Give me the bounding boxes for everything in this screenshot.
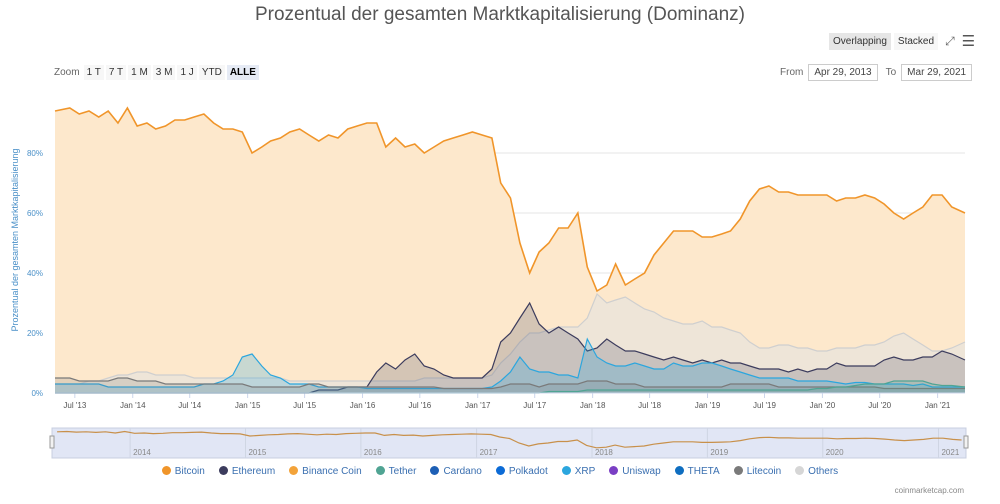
- x-tick-label: Jan '18: [580, 401, 606, 410]
- legend-marker: [609, 466, 619, 475]
- stacked-button[interactable]: Stacked: [893, 32, 939, 50]
- legend-item-polkadot[interactable]: Polkadot: [495, 466, 548, 477]
- legend-marker: [733, 466, 743, 475]
- y-tick-label: 0%: [31, 389, 43, 398]
- legend-marker: [375, 466, 385, 475]
- x-tick-label: Jul '16: [408, 401, 431, 410]
- legend-label: Tether: [388, 466, 417, 477]
- x-tick-label: Jul '14: [178, 401, 201, 410]
- legend-marker: [795, 466, 805, 475]
- legend-label: Polkadot: [508, 466, 548, 477]
- legend-label: Others: [808, 466, 839, 477]
- hamburger-menu-icon[interactable]: ☰: [961, 33, 976, 50]
- zoom-button-1m[interactable]: 1 M: [128, 65, 151, 80]
- area-others: [55, 294, 965, 393]
- x-tick-label: Jan '20: [810, 401, 836, 410]
- line-others[interactable]: [55, 292, 966, 385]
- legend-item-others[interactable]: Others: [795, 466, 838, 477]
- legend-marker: [218, 466, 228, 475]
- credit: coinmarketcap.com: [894, 486, 964, 495]
- area-litecoin: [55, 378, 965, 393]
- x-tick-label: Jan '21: [925, 401, 951, 410]
- navigator-year-label: 2017: [480, 448, 498, 457]
- legend-item-ethereum[interactable]: Ethereum: [218, 466, 276, 477]
- x-tick-label: Jan '17: [465, 401, 491, 410]
- legend-marker: [495, 466, 505, 475]
- navigator-year-label: 2015: [248, 448, 266, 457]
- zoom-button-alle[interactable]: ALLE: [226, 65, 259, 80]
- navigator-series: [57, 430, 962, 449]
- legend-item-theta[interactable]: THETA: [674, 466, 720, 477]
- y-tick-label: 80%: [27, 149, 43, 158]
- legend-marker: [161, 466, 171, 475]
- area-ethereum: [55, 303, 965, 393]
- chart-title: Prozentual der gesamten Marktkapitalisie…: [254, 4, 745, 25]
- legend-item-xrp[interactable]: XRP: [561, 466, 596, 477]
- y-tick-label: 40%: [27, 269, 43, 278]
- expand-icon[interactable]: ⤢: [945, 33, 955, 48]
- navigator-year-label: 2019: [710, 448, 728, 457]
- line-bitcoin[interactable]: [54, 106, 966, 293]
- x-tick-label: Jul '13: [63, 401, 86, 410]
- x-tick-label: Jan '16: [350, 401, 376, 410]
- line-litecoin[interactable]: [55, 377, 965, 390]
- x-tick-label: Jul '20: [868, 401, 891, 410]
- y-tick-label: 20%: [27, 329, 43, 338]
- legend-label: Uniswap: [622, 466, 661, 477]
- x-tick-label: Jan '14: [120, 401, 146, 410]
- legend-label: THETA: [687, 466, 720, 477]
- legend-marker: [674, 466, 684, 475]
- legend-item-uniswap[interactable]: Uniswap: [609, 466, 661, 477]
- zoom-button-ytd[interactable]: YTD: [198, 65, 225, 80]
- legend-label: Bitcoin: [174, 466, 205, 477]
- legend-label: XRP: [574, 466, 596, 477]
- x-tick-label: Jul '18: [638, 401, 661, 410]
- x-tick-label: Jan '19: [695, 401, 721, 410]
- x-tick-label: Jul '17: [523, 401, 546, 410]
- legend-label: Binance Coin: [302, 466, 362, 477]
- zoom-label: Zoom: [54, 67, 80, 78]
- legend-label: Litecoin: [746, 466, 782, 477]
- x-tick-label: Jul '19: [753, 401, 776, 410]
- legend-marker: [430, 466, 440, 475]
- legend-marker: [289, 466, 299, 475]
- legend-item-tether[interactable]: Tether: [375, 466, 417, 477]
- y-tick-label: 60%: [27, 209, 43, 218]
- legend-item-cardano[interactable]: Cardano: [430, 466, 482, 477]
- navigator-handle-right[interactable]: [963, 435, 969, 449]
- legend-label: Cardano: [443, 466, 482, 477]
- from-label: From: [780, 67, 804, 78]
- zoom-button-1t[interactable]: 1 T: [83, 65, 104, 80]
- navigator-handle-left[interactable]: [49, 435, 55, 449]
- legend-label: Ethereum: [231, 466, 276, 477]
- legend: Bitcoin Ethereum Binance Coin Tether Cardano…: [0, 466, 1000, 477]
- navigator-year-label: 2014: [133, 448, 151, 457]
- navigator-year-label: 2016: [364, 448, 382, 457]
- x-tick-label: Jul '15: [293, 401, 316, 410]
- zoom-button-1j[interactable]: 1 J: [177, 65, 197, 80]
- navigator-year-label: 2018: [595, 448, 613, 457]
- x-tick-label: Jan '15: [235, 401, 261, 410]
- navigator-selection[interactable]: [51, 427, 967, 459]
- from-date-input[interactable]: Apr 29, 2013: [808, 64, 878, 81]
- navigator-year-label: 2021: [941, 448, 959, 457]
- y-axis-title: Prozentual der gesamten Marktkapitalisie…: [10, 148, 20, 331]
- zoom-button-3m[interactable]: 3 M: [152, 65, 176, 80]
- legend-item-litecoin[interactable]: Litecoin: [733, 466, 782, 477]
- to-label: To: [885, 67, 897, 78]
- to-date-input[interactable]: Mar 29, 2021: [901, 64, 973, 81]
- legend-marker: [561, 466, 571, 475]
- legend-item-binance-coin[interactable]: Binance Coin: [289, 466, 362, 477]
- overlapping-button[interactable]: Overlapping: [829, 32, 891, 50]
- legend-item-bitcoin[interactable]: Bitcoin: [161, 466, 205, 477]
- zoom-button-7t[interactable]: 7 T: [105, 65, 127, 80]
- area-bitcoin: [55, 108, 965, 393]
- navigator-year-label: 2020: [826, 448, 844, 457]
